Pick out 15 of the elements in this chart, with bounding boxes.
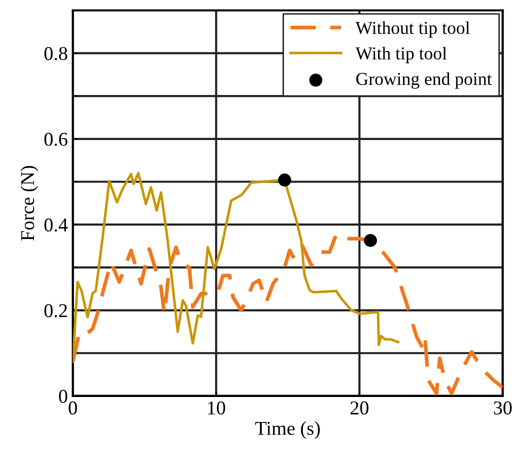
y-tick-label: 0 [59, 390, 68, 403]
legend-label: Growing end point [356, 72, 492, 89]
y-tick-label: 0.2 [44, 304, 67, 318]
x-tick-label: 30 [494, 401, 512, 415]
legend-label: With tip tool [356, 46, 447, 64]
legend-label: Without tip tool [356, 21, 470, 38]
x-tick-label: 0 [68, 401, 77, 415]
x-tick-label: 10 [208, 401, 226, 415]
line-series [72, 172, 400, 363]
y-tick-label: 0.8 [44, 47, 68, 60]
y-tick-label: 0.4 [44, 218, 68, 232]
x-tick-label: 20 [350, 401, 368, 415]
y-axis-title: Force (N) [20, 166, 38, 241]
x-axis-title: Time (s) [255, 421, 320, 439]
y-tick-label: 0.6 [44, 132, 68, 146]
